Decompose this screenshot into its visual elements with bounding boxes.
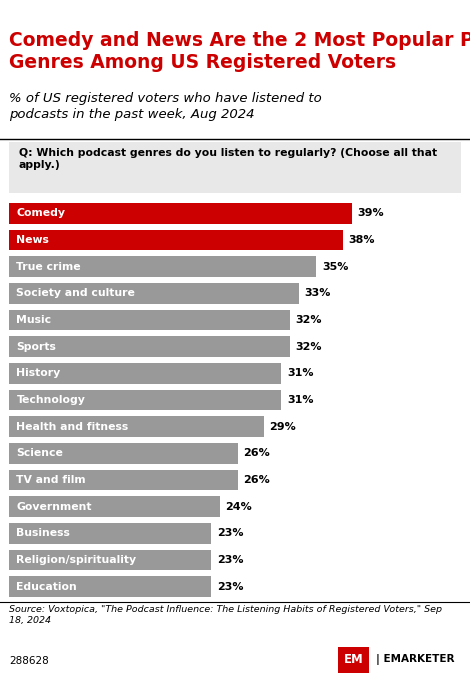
Text: Health and fitness: Health and fitness [16,422,129,432]
Text: Q: Which podcast genres do you listen to regularly? (Choose all that
apply.): Q: Which podcast genres do you listen to… [19,148,437,170]
FancyBboxPatch shape [9,470,237,490]
FancyBboxPatch shape [9,283,299,304]
Text: History: History [16,368,61,378]
Text: Business: Business [16,528,70,538]
FancyBboxPatch shape [9,256,316,277]
Text: 31%: 31% [287,368,313,378]
Text: 23%: 23% [217,582,243,592]
Text: 29%: 29% [269,422,296,432]
Text: 33%: 33% [305,288,331,298]
Text: 24%: 24% [226,502,252,512]
Text: | EMARKETER: | EMARKETER [376,654,454,665]
Text: 26%: 26% [243,448,270,458]
Text: % of US registered voters who have listened to
podcasts in the past week, Aug 20: % of US registered voters who have liste… [9,92,322,121]
Text: Society and culture: Society and culture [16,288,135,298]
Text: Source: Voxtopica, "The Podcast Influence: The Listening Habits of Registered Vo: Source: Voxtopica, "The Podcast Influenc… [9,605,442,625]
Text: True crime: True crime [16,262,81,272]
Text: 23%: 23% [217,555,243,565]
FancyBboxPatch shape [9,142,461,193]
Text: 32%: 32% [296,342,322,352]
FancyBboxPatch shape [338,647,369,673]
Text: 38%: 38% [348,235,375,245]
Text: 31%: 31% [287,395,313,405]
Text: 32%: 32% [296,315,322,325]
FancyBboxPatch shape [9,496,220,517]
Text: Religion/spirituality: Religion/spirituality [16,555,137,565]
Text: Comedy and News Are the 2 Most Popular Podcast
Genres Among US Registered Voters: Comedy and News Are the 2 Most Popular P… [9,31,470,71]
Text: Education: Education [16,582,77,592]
Text: 39%: 39% [357,208,384,218]
Text: 288628: 288628 [9,656,49,666]
FancyBboxPatch shape [9,443,237,464]
FancyBboxPatch shape [9,416,264,437]
FancyBboxPatch shape [9,363,282,384]
Text: EM: EM [344,653,364,666]
FancyBboxPatch shape [9,203,352,224]
Text: Sports: Sports [16,342,56,352]
Text: Music: Music [16,315,52,325]
Text: 23%: 23% [217,528,243,538]
Text: TV and film: TV and film [16,475,86,485]
FancyBboxPatch shape [9,550,211,570]
FancyBboxPatch shape [9,336,290,357]
Text: Government: Government [16,502,92,512]
FancyBboxPatch shape [9,523,211,544]
Text: News: News [16,235,49,245]
Text: Technology: Technology [16,395,86,405]
FancyBboxPatch shape [9,576,211,597]
Text: 35%: 35% [322,262,348,272]
Text: Science: Science [16,448,63,458]
FancyBboxPatch shape [9,310,290,330]
FancyBboxPatch shape [9,230,343,250]
Text: 26%: 26% [243,475,270,485]
FancyBboxPatch shape [9,390,282,410]
Text: Comedy: Comedy [16,208,65,218]
